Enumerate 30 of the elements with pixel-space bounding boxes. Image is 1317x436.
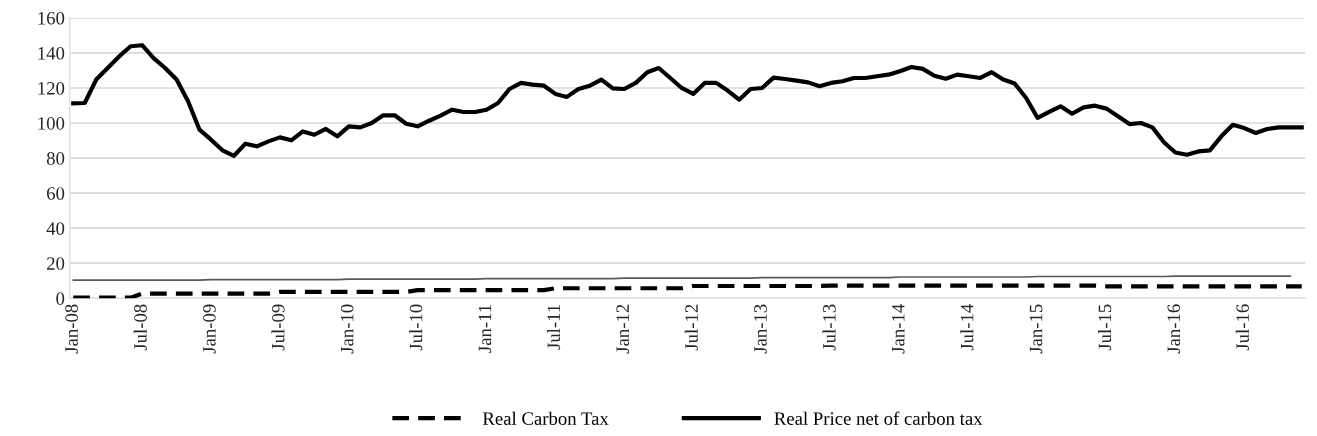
x-tick-label: Jul-08: [133, 304, 147, 351]
x-tick-label: Jul-10: [409, 304, 423, 351]
x-tick-label: Jul-16: [1235, 304, 1249, 351]
x-tick-label: Jul-11: [546, 304, 561, 350]
y-tick-label: 80: [46, 152, 65, 165]
x-tick-label: Jan-08: [65, 304, 78, 354]
x-tick-label: Jan-11: [478, 304, 492, 353]
y-tick-label: 120: [38, 82, 65, 95]
y-tick-label: 100: [38, 117, 65, 130]
y-tick-label: 40: [46, 222, 65, 235]
y-tick-label: 20: [47, 257, 65, 270]
x-tick-label: Jan-14: [892, 304, 905, 354]
x-tick-label: Jul-13: [822, 304, 836, 351]
x-tick-label: Jul-09: [271, 304, 285, 351]
y-tick-label: 60: [47, 187, 65, 200]
x-tick-label: Jul-15: [1098, 304, 1112, 351]
legend-label: Real Price net of carbon tax: [774, 411, 983, 425]
line-series: [71, 43, 1304, 158]
x-tick-label: Jan-12: [616, 304, 630, 354]
y-tick-label: 160: [38, 11, 65, 25]
x-tick-label: Jan-13: [754, 304, 767, 354]
y-tick-label: 140: [38, 46, 65, 60]
x-tick-label: Jan-10: [340, 304, 354, 354]
legend-label: Real Carbon Tax: [482, 411, 609, 425]
x-tick-label: Jul-14: [960, 304, 974, 351]
y-tick-label: 0: [56, 292, 65, 305]
x-tick-label: Jul-12: [684, 304, 698, 351]
x-tick-label: Jan-09: [203, 304, 216, 354]
x-tick-label: Jan-16: [1167, 304, 1181, 354]
x-tick-label: Jan-15: [1029, 304, 1043, 354]
